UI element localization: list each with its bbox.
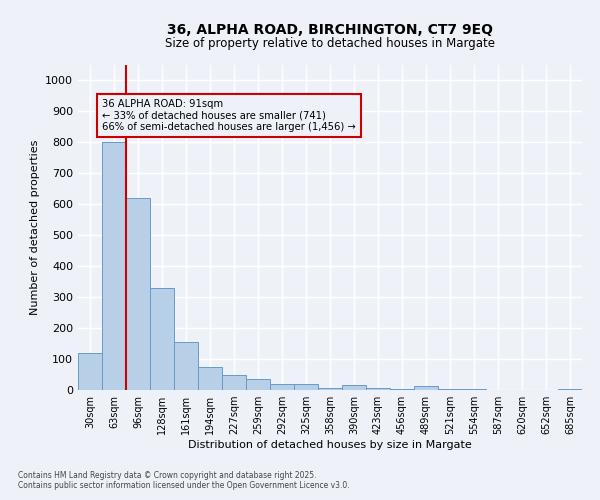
Text: Size of property relative to detached houses in Margate: Size of property relative to detached ho…: [165, 38, 495, 51]
Bar: [222, 374, 246, 390]
Bar: [246, 379, 270, 390]
Y-axis label: Number of detached properties: Number of detached properties: [29, 140, 40, 315]
Bar: [102, 142, 126, 390]
Bar: [438, 389, 462, 390]
Bar: [270, 384, 294, 390]
Bar: [342, 386, 366, 390]
Bar: [294, 384, 318, 390]
Bar: [174, 342, 198, 390]
Bar: [198, 367, 222, 390]
Bar: [390, 389, 414, 390]
Bar: [366, 388, 390, 390]
Bar: [318, 388, 342, 390]
X-axis label: Distribution of detached houses by size in Margate: Distribution of detached houses by size …: [188, 440, 472, 450]
Bar: [126, 198, 150, 390]
Text: Contains public sector information licensed under the Open Government Licence v3: Contains public sector information licen…: [18, 481, 350, 490]
Text: 36 ALPHA ROAD: 91sqm
← 33% of detached houses are smaller (741)
66% of semi-deta: 36 ALPHA ROAD: 91sqm ← 33% of detached h…: [103, 99, 356, 132]
Bar: [414, 386, 438, 390]
Bar: [150, 288, 174, 390]
Bar: [78, 353, 102, 390]
Text: 36, ALPHA ROAD, BIRCHINGTON, CT7 9EQ: 36, ALPHA ROAD, BIRCHINGTON, CT7 9EQ: [167, 22, 493, 36]
Text: Contains HM Land Registry data © Crown copyright and database right 2025.: Contains HM Land Registry data © Crown c…: [18, 471, 317, 480]
